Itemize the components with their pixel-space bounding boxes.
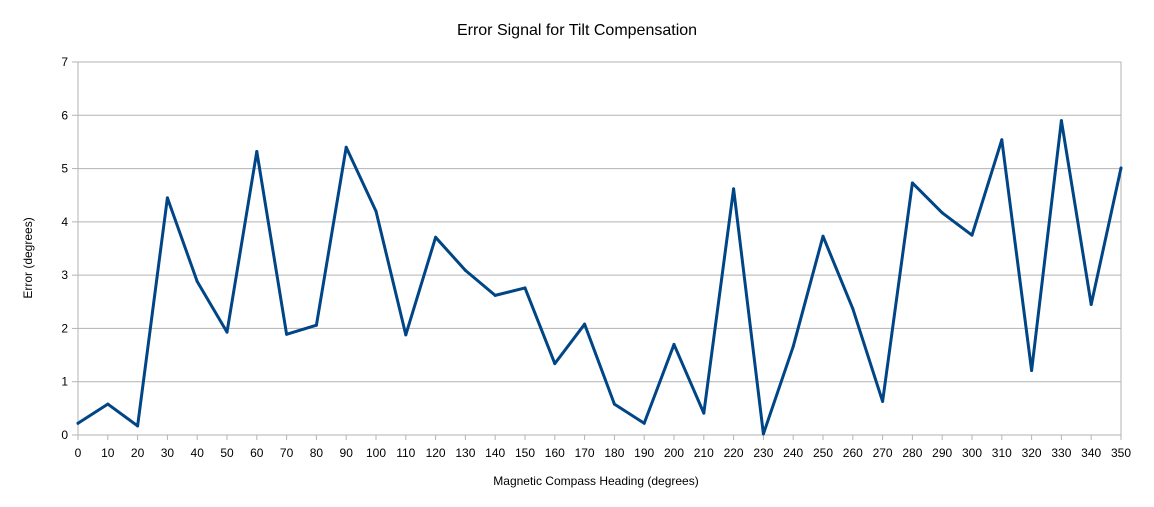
y-axis-label: Error (degrees)	[21, 217, 35, 298]
data-point	[225, 330, 229, 334]
x-tick-label: 280	[902, 446, 922, 460]
data-point	[76, 421, 80, 425]
y-tick-label: 6	[61, 108, 68, 122]
data-point	[1119, 166, 1123, 170]
data-point	[314, 323, 318, 327]
data-point	[285, 332, 289, 336]
x-tick-label: 30	[161, 446, 175, 460]
y-tick-label: 2	[61, 321, 68, 335]
x-tick-label: 90	[340, 446, 354, 460]
grid	[78, 61, 1121, 436]
data-point	[702, 411, 706, 415]
data-point	[970, 233, 974, 237]
data-point	[493, 293, 497, 297]
data-point	[732, 187, 736, 191]
data-point	[642, 421, 646, 425]
x-tick-label: 180	[604, 446, 624, 460]
plot-frame	[77, 61, 1122, 436]
x-tick-label: 250	[813, 446, 833, 460]
y-axis-ticks: 0 1 2 3 4 5 6 7	[61, 55, 78, 442]
data-point	[851, 307, 855, 311]
x-tick-label: 230	[753, 446, 773, 460]
x-tick-label: 170	[575, 446, 595, 460]
data-point	[1089, 302, 1093, 306]
data-point	[1030, 369, 1034, 373]
x-tick-label: 40	[191, 446, 205, 460]
data-point	[195, 280, 199, 284]
data-point	[463, 268, 467, 272]
x-tick-label: 110	[396, 446, 415, 460]
data-point	[583, 322, 587, 326]
data-point	[106, 402, 110, 406]
data-point	[821, 234, 825, 238]
x-tick-label: 160	[545, 446, 565, 460]
x-tick-label: 50	[220, 446, 234, 460]
series-line	[76, 119, 1123, 436]
plot-area	[77, 61, 1122, 436]
series	[76, 119, 1123, 436]
x-tick-label: 240	[783, 446, 803, 460]
x-tick-label: 150	[515, 446, 535, 460]
x-tick-label: 330	[1051, 446, 1071, 460]
x-tick-label: 100	[366, 446, 386, 460]
x-tick-label: 200	[664, 446, 684, 460]
data-point	[434, 235, 438, 239]
x-tick-label: 290	[932, 446, 952, 460]
x-tick-label: 70	[280, 446, 294, 460]
y-tick-label: 4	[61, 215, 68, 229]
x-tick-label: 0	[75, 446, 82, 460]
data-point	[553, 362, 557, 366]
x-tick-label: 190	[634, 446, 654, 460]
y-tick-label: 5	[61, 162, 68, 176]
x-tick-label: 130	[455, 446, 475, 460]
x-tick-label: 320	[1022, 446, 1042, 460]
x-tick-label: 220	[724, 446, 744, 460]
chart-title: Error Signal for Tilt Compensation	[457, 22, 697, 39]
x-tick-label: 310	[992, 446, 1012, 460]
x-axis-ticks: 0 10 20 30 40 50 60 70 80 90 100 110 120 130 140 150 160…	[75, 435, 1131, 460]
data-point	[761, 432, 765, 436]
x-tick-label: 340	[1081, 446, 1101, 460]
data-point	[136, 424, 140, 428]
x-tick-label: 60	[250, 446, 264, 460]
x-tick-label: 260	[843, 446, 863, 460]
x-tick-label: 10	[101, 446, 115, 460]
y-tick-label: 0	[61, 428, 68, 442]
y-tick-label: 7	[61, 55, 68, 69]
x-tick-label: 270	[873, 446, 893, 460]
x-tick-label: 120	[426, 446, 446, 460]
x-tick-label: 140	[485, 446, 505, 460]
data-point	[881, 399, 885, 403]
data-point	[165, 196, 169, 200]
data-point	[672, 342, 676, 346]
data-point	[255, 150, 259, 154]
data-point	[404, 333, 408, 337]
data-point	[523, 286, 527, 290]
data-point	[344, 145, 348, 149]
y-tick-label: 3	[61, 268, 68, 282]
x-tick-label: 20	[131, 446, 145, 460]
data-point	[791, 345, 795, 349]
data-point	[1059, 119, 1063, 123]
data-point	[910, 181, 914, 185]
x-tick-label: 350	[1111, 446, 1131, 460]
data-point	[374, 209, 378, 213]
x-tick-label: 80	[310, 446, 324, 460]
data-point	[612, 402, 616, 406]
x-tick-label: 210	[694, 446, 714, 460]
data-point	[940, 211, 944, 215]
x-tick-label: 300	[962, 446, 982, 460]
data-point	[1000, 138, 1004, 142]
x-axis-label: Magnetic Compass Heading (degrees)	[493, 474, 698, 488]
y-tick-label: 1	[61, 375, 68, 389]
